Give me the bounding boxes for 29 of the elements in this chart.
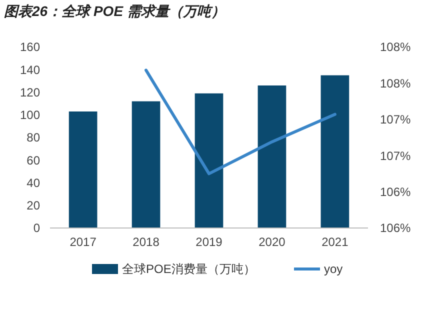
bar <box>194 93 224 228</box>
bar <box>132 101 160 228</box>
x-tick-label: 2021 <box>322 235 349 249</box>
y-tick-label: 140 <box>20 62 40 77</box>
y-tick-label: 0 <box>33 221 40 236</box>
y2-tick-label: 107% <box>380 148 412 163</box>
y2-tick-label: 108% <box>380 40 412 54</box>
bar <box>68 111 98 228</box>
bar <box>320 75 350 228</box>
y2-tick-label: 106% <box>380 185 412 199</box>
y-tick-label: 20 <box>26 198 40 213</box>
x-tick-label: 2017 <box>70 235 97 249</box>
x-tick-label: 2018 <box>132 235 160 249</box>
x-tick-label: 2020 <box>258 235 286 249</box>
y2-tick-label: 108% <box>380 76 412 90</box>
y-tick-label: 80 <box>26 130 40 145</box>
y-tick-label: 160 <box>20 40 40 54</box>
y-tick-label: 60 <box>26 153 40 168</box>
y-tick-label: 120 <box>20 85 40 100</box>
bar <box>258 85 286 228</box>
legend-label: 全球POE消费量（万吨） <box>122 262 256 276</box>
y-tick-label: 40 <box>26 176 40 190</box>
y2-tick-label: 107% <box>380 112 412 127</box>
legend-label: yoy <box>324 262 343 276</box>
y2-tick-label: 106% <box>380 221 412 236</box>
x-tick-label: 2019 <box>196 235 223 249</box>
chart-title: 图表26：全球 POE 需求量（万吨） <box>4 3 225 19</box>
y-tick-label: 100 <box>20 108 40 122</box>
line-series <box>144 68 336 176</box>
